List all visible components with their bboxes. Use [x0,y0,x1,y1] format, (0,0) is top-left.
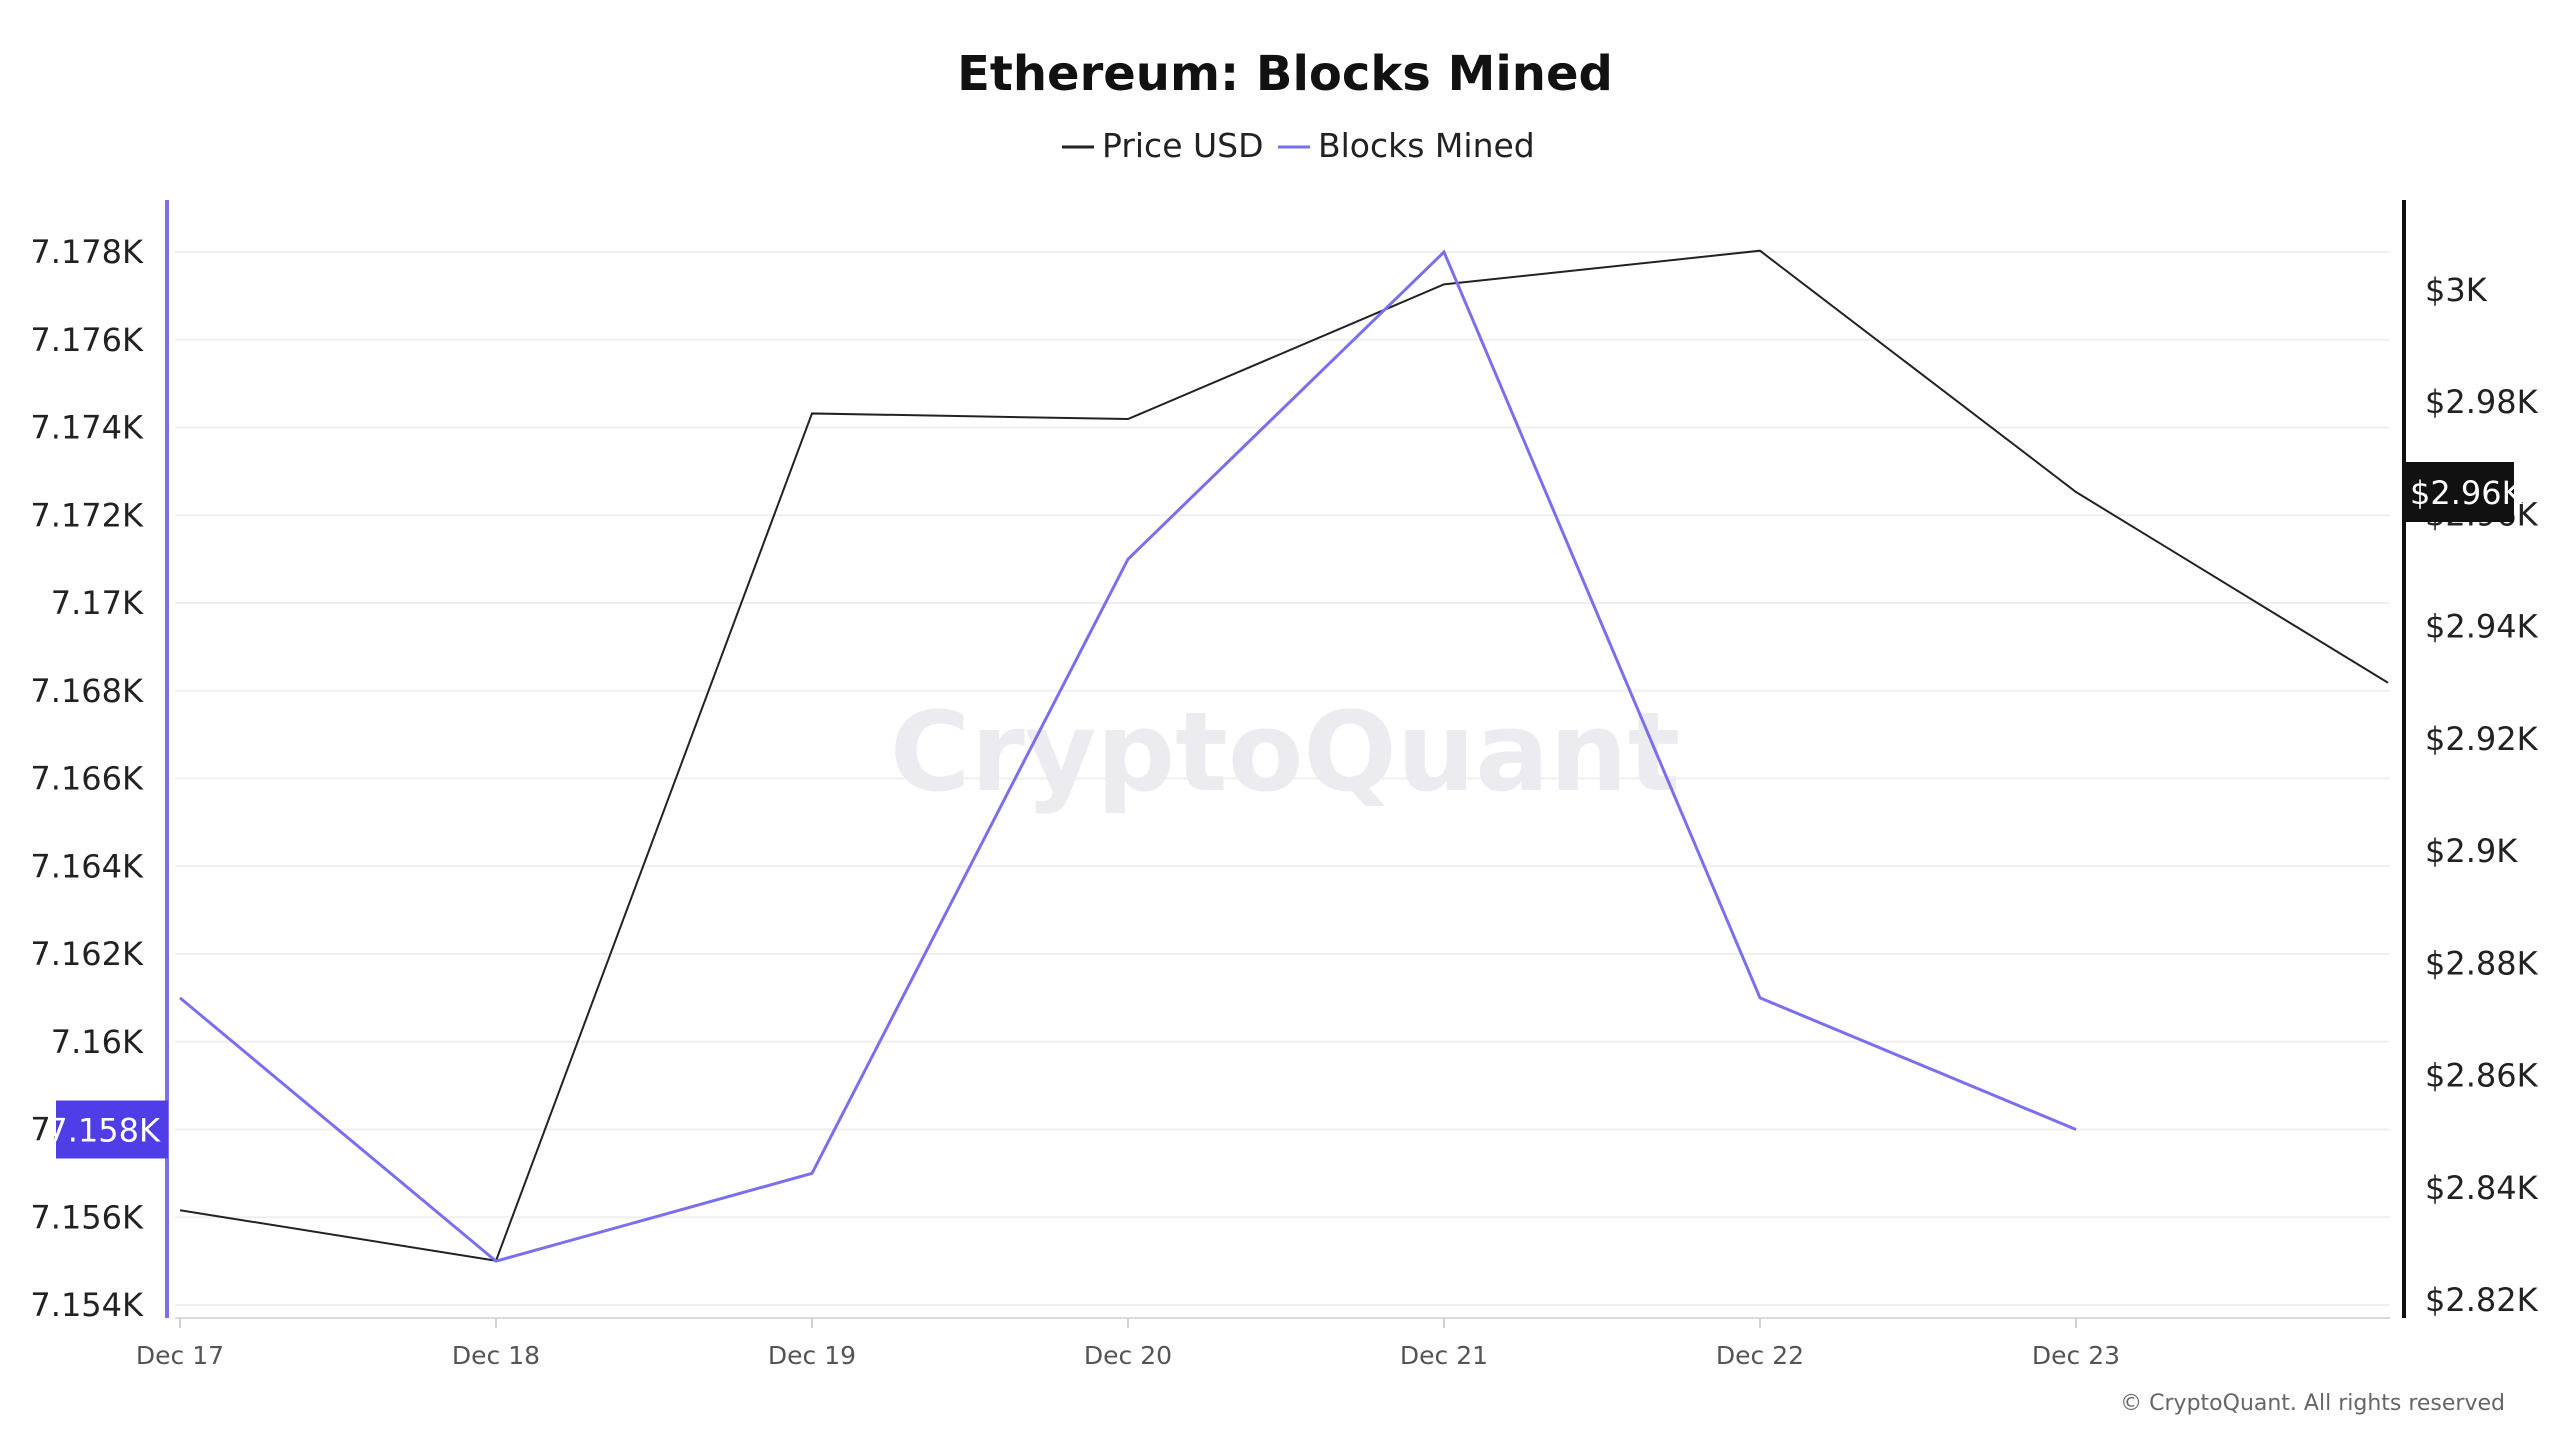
right-tick-label: $3K [2425,271,2488,309]
legend-label-blocks: Blocks Mined [1318,126,1535,165]
left-tick-label: 7.17K [51,584,144,622]
price-current-value-badge: $2.96K [2404,462,2524,522]
right-axis-ticks: $2.82K $2.84K $2.86K $2.88K $2.9K $2.92K $2.94… [2425,271,2539,1319]
blocks-badge-label: 7.158K [47,1112,161,1150]
chart-title: Ethereum: Blocks Mined [957,46,1613,102]
left-tick-label: 7.174K [30,409,144,447]
x-tick-label: Dec 20 [1084,1341,1172,1370]
blocks-current-value-badge: 7.158K [47,1100,168,1159]
price-badge-label: $2.96K [2410,474,2524,512]
left-tick-label: 7.172K [30,496,144,534]
right-tick-label: $2.86K [2425,1057,2539,1095]
x-tick-label: Dec 19 [768,1341,856,1370]
x-tick-label: Dec 18 [452,1341,540,1370]
legend-item-blocks[interactable]: Blocks Mined [1278,126,1535,165]
left-tick-label: 7.176K [30,321,144,359]
left-tick-label: 7.168K [30,672,144,710]
copyright: © CryptoQuant. All rights reserved [2120,1391,2505,1416]
x-axis-ticks: Dec 17 Dec 18 Dec 19 Dec 20 Dec 21 Dec 22 Dec … [136,1318,2120,1370]
left-tick-label: 7.16K [51,1023,144,1061]
price-usd-line [179,249,2389,1262]
legend-label-price: Price USD [1102,126,1264,165]
left-tick-label: 7.166K [30,760,144,798]
watermark: CryptoQuant [890,688,1681,816]
left-tick-label: 7.154K [30,1286,144,1324]
right-tick-label: $2.92K [2425,720,2539,758]
right-tick-label: $2.9K [2425,832,2518,870]
x-tick-label: Dec 21 [1400,1341,1488,1370]
left-axis-ticks: 7.154K7.156K7.158K7.16K7.162K7.164K7.166… [30,233,144,1324]
x-tick-label: Dec 23 [2032,1341,2120,1370]
legend[interactable]: Price USD Blocks Mined [1062,126,1535,165]
price-badge-bg [2404,462,2514,522]
left-tick-label: 7.178K [30,233,144,271]
left-tick-label: 7.164K [30,847,144,885]
blocks-badge-bg [56,1100,168,1159]
left-tick-label: 7.162K [30,935,144,973]
legend-item-price[interactable]: Price USD [1062,126,1264,165]
x-tick-label: Dec 17 [136,1341,224,1370]
left-tick-label: 7.156K [30,1198,144,1236]
x-tick-label: Dec 22 [1716,1341,1804,1370]
series [179,249,2389,1263]
right-tick-label: $2.98K [2425,383,2539,421]
right-tick-label: $2.94K [2425,608,2539,646]
right-tick-label: $2.82K [2425,1281,2539,1319]
right-tick-label: $2.84K [2425,1169,2539,1207]
right-tick-label: $2.88K [2425,944,2539,982]
